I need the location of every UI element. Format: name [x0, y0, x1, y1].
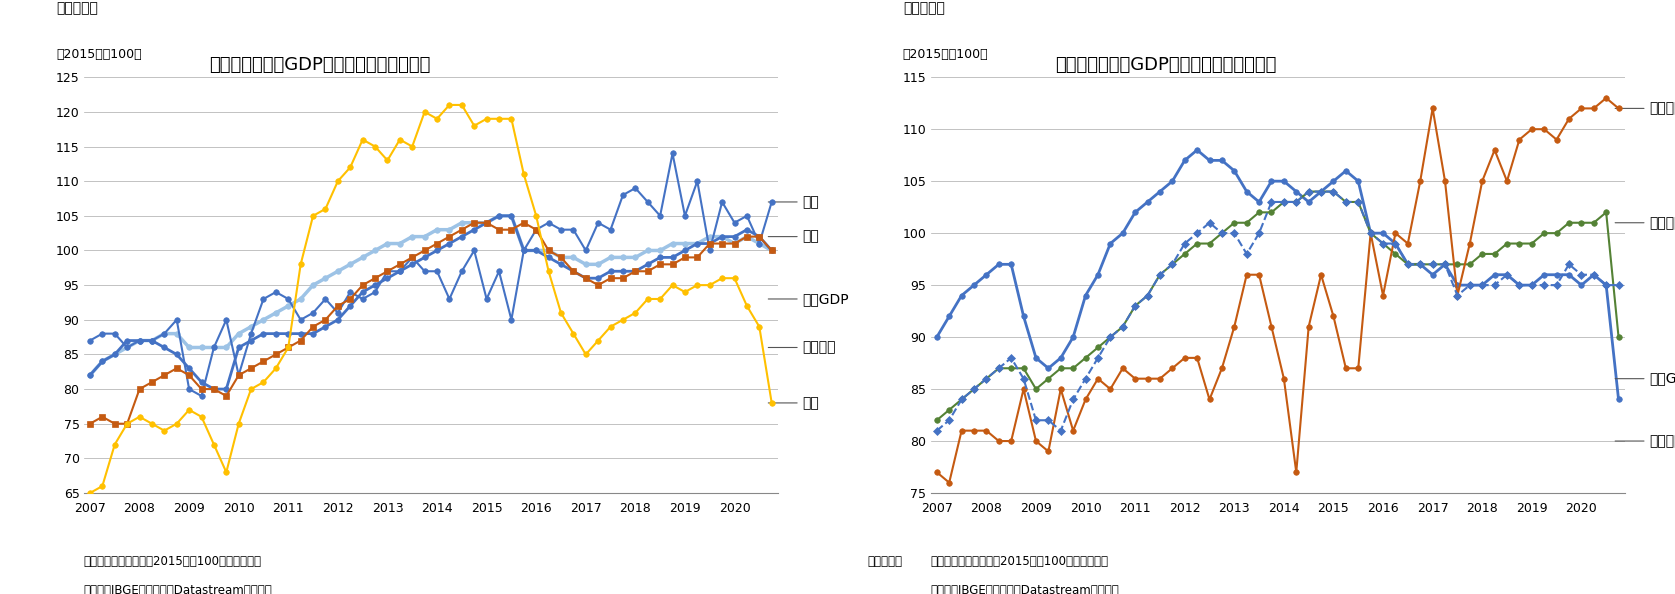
Text: （2015年＝100）: （2015年＝100） [55, 48, 142, 61]
Text: （資料）IBGEのデータをDatastreamより取得: （資料）IBGEのデータをDatastreamより取得 [931, 584, 1119, 594]
Text: （資料）IBGEのデータをDatastreamより取得: （資料）IBGEのデータをDatastreamより取得 [84, 584, 273, 594]
Text: ブラジルの実質GDPの動向（需要項目別）: ブラジルの実質GDPの動向（需要項目別） [209, 56, 430, 74]
Text: 投資: 投資 [769, 396, 819, 410]
Text: 実質GDP: 実質GDP [769, 292, 849, 306]
Text: 輸入: 輸入 [769, 230, 819, 244]
Text: 第二次産業: 第二次産業 [1615, 434, 1675, 448]
Text: 第一次産業: 第一次産業 [1615, 102, 1675, 115]
Text: ブラジルの実質GDPの動向（供給項目別）: ブラジルの実質GDPの動向（供給項目別） [1055, 56, 1276, 74]
Text: 実質GDP: 実質GDP [1615, 372, 1675, 386]
Text: （四半期）: （四半期） [868, 555, 903, 568]
Text: （図表４）: （図表４） [55, 1, 97, 15]
Text: （注）季節調整系列の2015年を100として指数化: （注）季節調整系列の2015年を100として指数化 [931, 555, 1109, 568]
Text: 輸出: 輸出 [769, 195, 819, 209]
Text: （図表５）: （図表５） [903, 1, 945, 15]
Text: （注）季節調整系列の2015年を100として指数化: （注）季節調整系列の2015年を100として指数化 [84, 555, 261, 568]
Text: 個人消費: 個人消費 [769, 340, 836, 355]
Text: （2015年＝100）: （2015年＝100） [903, 48, 988, 61]
Text: 第三次産業: 第三次産業 [1615, 216, 1675, 230]
